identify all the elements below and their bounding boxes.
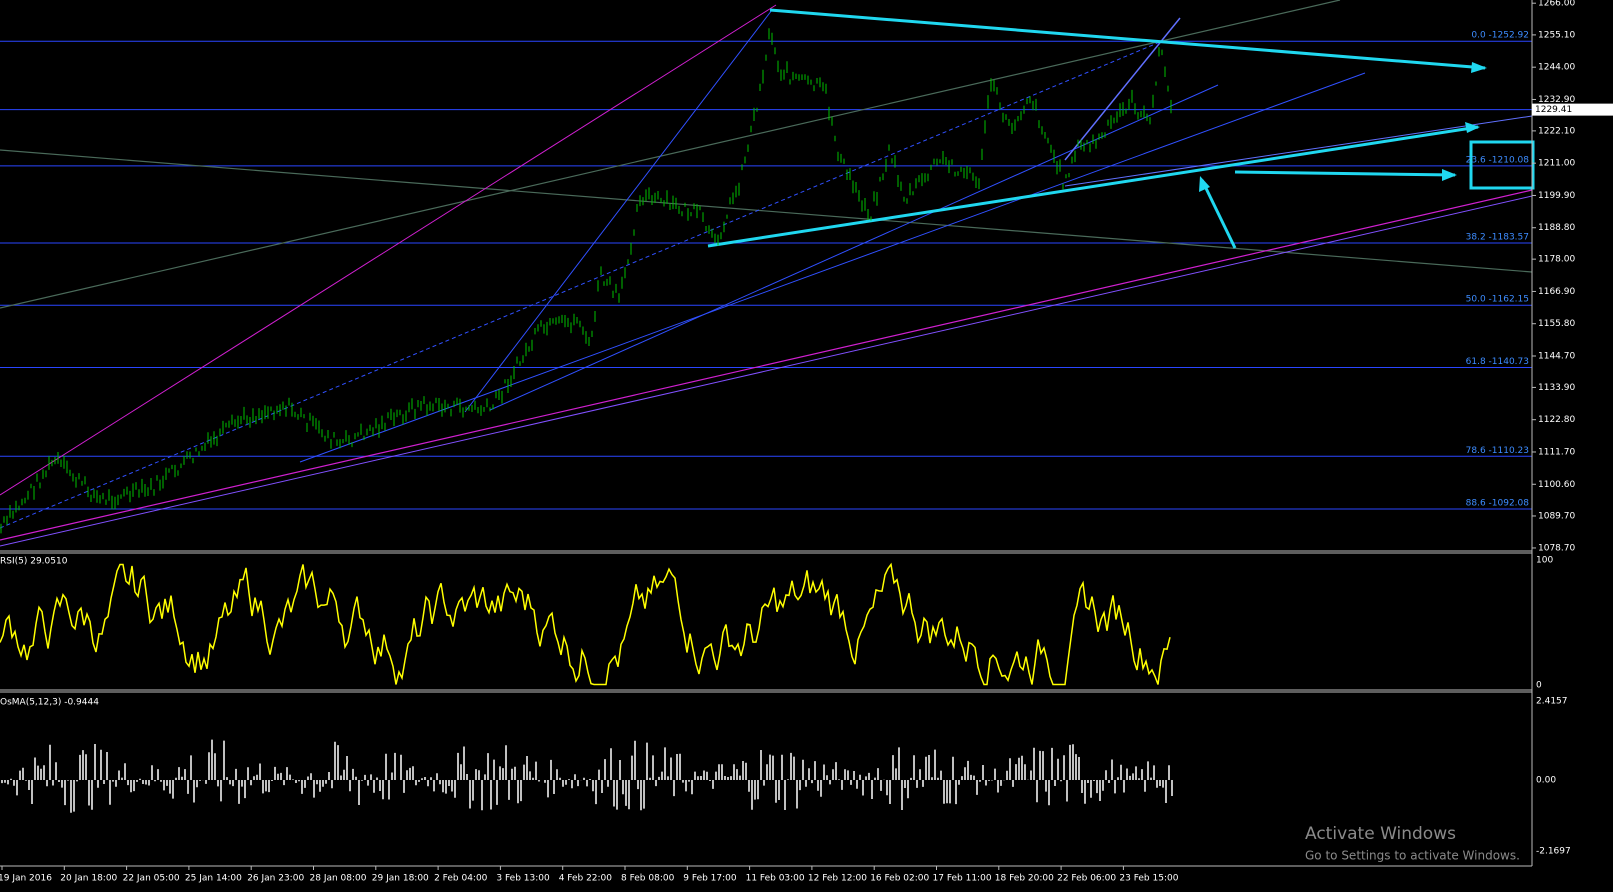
watermark-title: Activate Windows: [1305, 824, 1456, 844]
trend-line: [0, 195, 1533, 547]
price-tick-label: 1188.80: [1538, 223, 1575, 233]
price-tick-label: 1211.00: [1538, 159, 1575, 169]
price-tick-label: 1266.00: [1538, 0, 1575, 9]
rsi-line: [0, 562, 1171, 686]
price-tick-label: 1122.80: [1538, 415, 1575, 425]
arrow-head: [1442, 169, 1457, 181]
rsi-tick-label: 100: [1536, 556, 1553, 566]
current-price-box: [1532, 103, 1613, 116]
trend-lines: [0, 0, 1535, 547]
price-tick-label: 1255.10: [1538, 30, 1575, 40]
watermark-subtitle: Go to Settings to activate Windows.: [1305, 849, 1520, 863]
osma-histogram: [1, 739, 1173, 813]
trend-line: [707, 125, 1479, 248]
time-label: 18 Feb 20:00: [995, 874, 1054, 884]
fib-level-label: 50.0 -1162.15: [1466, 295, 1529, 305]
trend-line: [769, 8, 1486, 70]
price-tick-label: 1089.70: [1538, 511, 1575, 521]
rsi-label: RSI(5) 29.0510: [0, 557, 68, 567]
time-label: 19 Jan 2016: [0, 874, 52, 884]
fib-level-label: 88.6 -1092.08: [1466, 499, 1530, 509]
time-label: 28 Jan 08:00: [310, 874, 367, 884]
highlight-box: [1469, 140, 1535, 190]
price-tick-label: 1222.10: [1538, 126, 1575, 136]
fib-level-label: 0.0 -1252.92: [1471, 31, 1529, 41]
current-price-label: 1229.41: [1535, 105, 1572, 115]
price-tick-label: 1100.60: [1538, 480, 1575, 490]
osma-tick-label: 0.00: [1536, 776, 1556, 786]
time-label: 20 Jan 18:00: [60, 874, 117, 884]
time-label: 22 Jan 05:00: [123, 874, 180, 884]
trend-line: [0, 41, 1161, 529]
trend-line: [299, 72, 1366, 463]
fib-level-label: 38.2 -1183.57: [1466, 232, 1529, 242]
price-tick-label: 1155.80: [1538, 319, 1575, 329]
price-tick-label: 1199.90: [1538, 191, 1575, 201]
time-label: 9 Feb 17:00: [683, 874, 737, 884]
fib-level-label: 23.6 -1210.08: [1466, 155, 1530, 165]
time-label: 26 Jan 23:00: [247, 874, 304, 884]
price-tick-label: 1178.00: [1538, 255, 1575, 265]
trend-line: [0, 0, 1341, 309]
time-label: 22 Feb 06:00: [1057, 874, 1116, 884]
arrow-head: [1199, 176, 1210, 192]
fib-level-label: 61.8 -1140.73: [1466, 357, 1529, 367]
price-tick-label: 1078.70: [1538, 543, 1575, 553]
price-tick-label: 1244.00: [1538, 63, 1575, 73]
frames: [0, 0, 1533, 867]
time-label: 17 Feb 11:00: [933, 874, 992, 884]
trend-line: [0, 189, 1533, 541]
price-bars: [0, 28, 1172, 534]
time-label: 3 Feb 13:00: [496, 874, 550, 884]
trend-line: [489, 84, 1219, 411]
price-tick-label: 1166.90: [1538, 287, 1575, 297]
trend-line: [0, 149, 1533, 273]
time-label: 4 Feb 22:00: [559, 874, 613, 884]
time-label: 16 Feb 02:00: [870, 874, 929, 884]
osma-tick-label: 2.4157: [1536, 697, 1568, 707]
osma-label: OsMA(5,12,3) -0.9444: [0, 698, 99, 708]
time-label: 23 Feb 15:00: [1119, 874, 1178, 884]
osma-tick-label: -2.1697: [1536, 847, 1571, 857]
trend-line: [464, 9, 773, 413]
time-label: 25 Jan 14:00: [185, 874, 242, 884]
time-label: 29 Jan 18:00: [372, 874, 429, 884]
arrow-head: [1471, 62, 1487, 73]
rsi-tick-label: 0: [1536, 681, 1542, 691]
price-tick-label: 1144.70: [1538, 352, 1575, 362]
price-tick-label: 1232.90: [1538, 95, 1575, 105]
arrow: [1234, 170, 1456, 177]
trend-line: [0, 4, 777, 496]
price-tick-label: 1111.70: [1538, 447, 1575, 457]
trend-line: [1064, 115, 1533, 187]
arrow-head: [1465, 122, 1480, 133]
time-label: 11 Feb 03:00: [746, 874, 805, 884]
fib-level-label: 78.6 -1110.23: [1466, 446, 1529, 456]
time-label: 12 Feb 12:00: [808, 874, 867, 884]
arrow: [1200, 179, 1237, 249]
time-label: 8 Feb 08:00: [621, 874, 675, 884]
time-label: 2 Feb 04:00: [434, 874, 488, 884]
price-tick-label: 1133.90: [1538, 383, 1575, 393]
